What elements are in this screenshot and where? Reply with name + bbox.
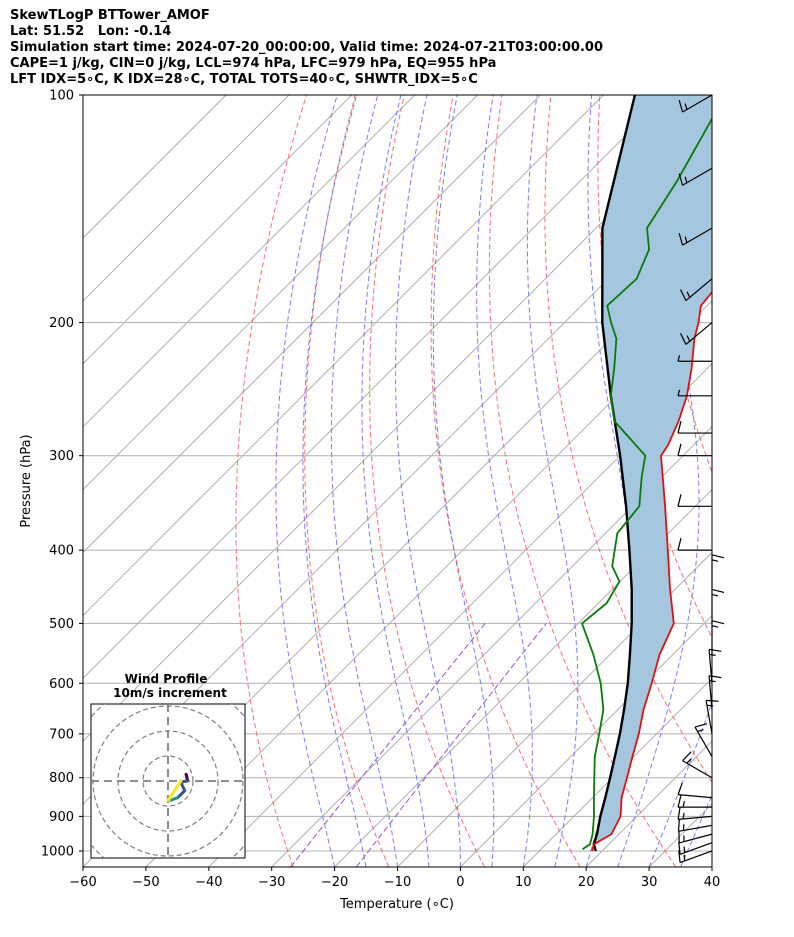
y-tick-label: 400 [49, 544, 74, 559]
isotherm-line [334, 488, 712, 867]
moist-adiabat-line [302, 95, 367, 867]
moist-adiabat-line [648, 701, 712, 867]
y-tick-label: 100 [49, 89, 74, 104]
cape-label: CAPE=1 j/kg, CIN=0 j/kg, LCL=974 hPa, LF… [10, 56, 497, 71]
wind-barb [678, 167, 713, 186]
x-tick-label: −50 [132, 875, 159, 890]
wind-barb [677, 355, 712, 362]
hodograph-segment [179, 780, 187, 793]
x-tick-label: −20 [321, 875, 348, 890]
dry-adiabat-line [430, 95, 581, 867]
wind-barb [677, 807, 713, 820]
moist-adiabat-line [617, 95, 700, 867]
x-tick-label: −10 [384, 875, 411, 890]
wind-barb [677, 538, 712, 551]
inset-title: Wind Profile [125, 672, 208, 686]
isotherm-line [397, 551, 712, 867]
x-tick-label: 20 [578, 875, 595, 890]
x-tick-label: 40 [704, 875, 721, 890]
x-tick-label: −60 [69, 875, 96, 890]
wind-barb [679, 322, 713, 345]
x-axis-label: Temperature (∘C) [339, 897, 454, 912]
y-tick-label: 600 [49, 677, 74, 692]
isotherm-line [83, 95, 353, 365]
wind-barb [677, 389, 712, 397]
wind-barb [677, 794, 712, 808]
wind-barb [694, 723, 713, 757]
location-label: Lat: 51.52 Lon: -0.14 [10, 24, 172, 39]
time-label: Simulation start time: 2024-07-20_00:00:… [10, 40, 603, 55]
isotherm-line [522, 677, 712, 867]
y-tick-label: 800 [49, 771, 74, 786]
wind-barb [678, 841, 713, 855]
isotherm-line [83, 95, 290, 302]
dry-adiabat-line [488, 95, 677, 867]
dry-adiabat-line [648, 95, 712, 474]
wind-profile-inset: Wind Profile 10m/s increment [90, 672, 246, 859]
wind-barb [678, 850, 713, 864]
moist-adiabat-line [330, 95, 398, 867]
wind-barb [677, 782, 713, 799]
hodograph-ring [142, 755, 194, 807]
moist-adiabat-line [680, 794, 712, 867]
temperature-line [591, 290, 712, 852]
wind-barb [677, 420, 712, 434]
wind-barb [677, 443, 712, 457]
wind-barb [711, 554, 725, 589]
x-tick-label: 0 [456, 875, 464, 890]
moist-adiabat-line [395, 95, 461, 867]
dry-adiabat-line [235, 95, 307, 867]
dry-adiabat-line [746, 95, 794, 867]
isotherm-line [83, 95, 227, 239]
moist-adiabat-line [432, 95, 495, 867]
y-tick-label: 900 [49, 810, 74, 825]
isotherm-line [83, 95, 667, 680]
wind-barb [682, 751, 713, 779]
wind-barb [678, 227, 713, 246]
moist-adiabat-line [361, 95, 430, 867]
chart-title: SkewTLogP BTTower_AMOF [10, 8, 210, 23]
x-tick-label: 10 [515, 875, 532, 890]
y-tick-label: 500 [49, 617, 74, 632]
isotherm-line [83, 95, 541, 554]
wind-barb [677, 494, 712, 507]
dry-adiabat-line [369, 95, 485, 867]
isotherm-line [145, 300, 712, 867]
isotherm-line [460, 614, 712, 867]
x-tick-label: 30 [641, 875, 658, 890]
moist-adiabat-line [526, 95, 579, 867]
wind-barb [677, 818, 713, 832]
hodograph-segment [176, 789, 187, 800]
x-tick-label: −30 [258, 875, 285, 890]
moist-adiabat-line [711, 865, 712, 867]
index-label: LFT IDX=5∘C, K IDX=28∘C, TOTAL TOTS=40∘C… [10, 72, 478, 87]
mixing-ratio-line [290, 623, 486, 867]
cape-area [592, 95, 712, 851]
wind-barb [708, 648, 722, 684]
isotherm-line [83, 95, 478, 491]
isotherm-line [83, 95, 416, 428]
wind-barb [711, 588, 725, 624]
wind-barb [678, 94, 713, 113]
isotherm-line [711, 866, 712, 867]
wind-barb [678, 830, 713, 844]
dry-adiabat-line [304, 95, 390, 867]
wind-barb [708, 675, 722, 710]
hodograph-segment [166, 779, 183, 802]
mixing-ratio-line [355, 623, 547, 867]
isotherm-line [83, 95, 604, 617]
y-tick-label: 300 [49, 449, 74, 464]
x-tick-label: −40 [195, 875, 222, 890]
y-tick-label: 200 [49, 316, 74, 331]
isotherm-line [83, 111, 712, 742]
dewpoint-line [580, 117, 712, 851]
inset-subtitle: 10m/s increment [113, 686, 227, 700]
moist-adiabat-line [275, 95, 338, 867]
y-axis-label: Pressure (hPa) [19, 434, 34, 527]
y-tick-label: 1000 [41, 844, 74, 859]
y-tick-label: 700 [49, 727, 74, 742]
wind-barb [679, 278, 713, 302]
moist-adiabat-line [476, 95, 533, 867]
